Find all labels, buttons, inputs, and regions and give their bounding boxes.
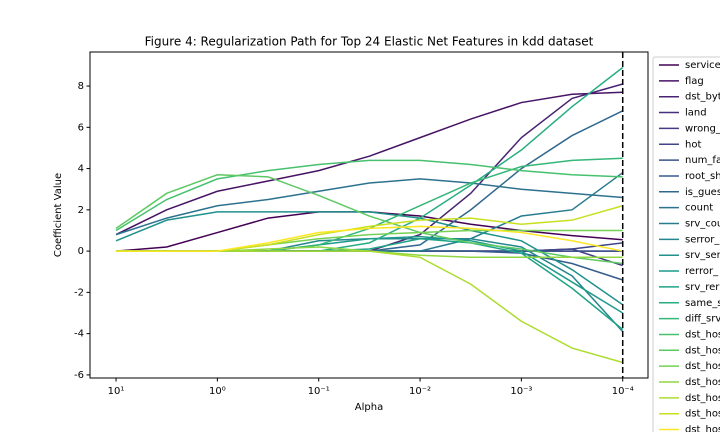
legend-label: serror_	[685, 234, 720, 245]
series-line	[115, 178, 623, 236]
legend-label: srv_rer	[685, 282, 720, 293]
chart-title: Figure 4: Regularization Path for Top 24…	[145, 35, 594, 49]
legend-label: wrong_	[685, 123, 720, 134]
y-tick-label: 4	[78, 164, 84, 175]
legend-label: num_fa	[685, 155, 720, 166]
y-tick-label: 6	[78, 122, 84, 133]
legend-label: dst_hos	[685, 409, 720, 420]
legend-label: same_s	[685, 298, 720, 309]
x-tick-label: 10⁰	[209, 386, 226, 397]
legend-label: dst_hos	[685, 393, 720, 404]
series-line	[115, 211, 623, 252]
legend-label: srv_cou	[685, 219, 720, 230]
x-tick-label: 10⁻³	[510, 386, 532, 397]
plot-frame	[89, 51, 649, 379]
series-line	[116, 66, 624, 252]
y-tick-label: -4	[74, 329, 84, 340]
legend-label: dst_hos	[685, 377, 720, 388]
series-line	[115, 159, 623, 232]
y-tick-label: 0	[78, 246, 84, 257]
y-tick-label: 8	[78, 81, 84, 92]
legend-label: flag	[685, 76, 704, 87]
y-tick-label: 2	[78, 205, 84, 216]
legend-label: dst_byt	[685, 92, 720, 103]
legend-box	[652, 56, 720, 432]
legend-label: dst_hos	[685, 329, 720, 340]
legend-label: dst_hos	[685, 361, 720, 372]
series-line	[116, 235, 624, 314]
x-tick-label: 10⁻²	[409, 386, 431, 397]
y-tick-label: -2	[74, 287, 84, 298]
y-axis-label: Coefficient Value	[53, 173, 64, 257]
x-tick-label: 10⁻¹	[308, 386, 330, 397]
legend-label: is_gues	[685, 187, 720, 198]
series-line	[116, 242, 623, 252]
legend-label: diff_srv	[685, 314, 720, 325]
legend-label: service	[685, 60, 720, 71]
legend-label: hot	[685, 139, 701, 150]
legend-label: dst_hos	[685, 425, 720, 432]
series-line	[115, 91, 623, 236]
legend-label: srv_ser	[685, 250, 720, 261]
x-tick-label: 10⁻⁴	[612, 386, 634, 397]
legend-label: dst_hos	[685, 345, 720, 356]
x-axis-label: Alpha	[355, 402, 383, 413]
legend-label: count	[685, 203, 713, 214]
y-tick-label: -6	[74, 370, 84, 381]
series-line	[116, 225, 623, 252]
legend-label: land	[685, 108, 707, 119]
series-line	[115, 211, 624, 306]
series-line	[116, 250, 623, 364]
legend-label: rerror_	[685, 266, 719, 277]
legend-label: root_sh	[685, 171, 720, 182]
series-line	[115, 174, 623, 265]
x-tick-label: 10¹	[108, 386, 125, 397]
series-line	[116, 237, 624, 331]
